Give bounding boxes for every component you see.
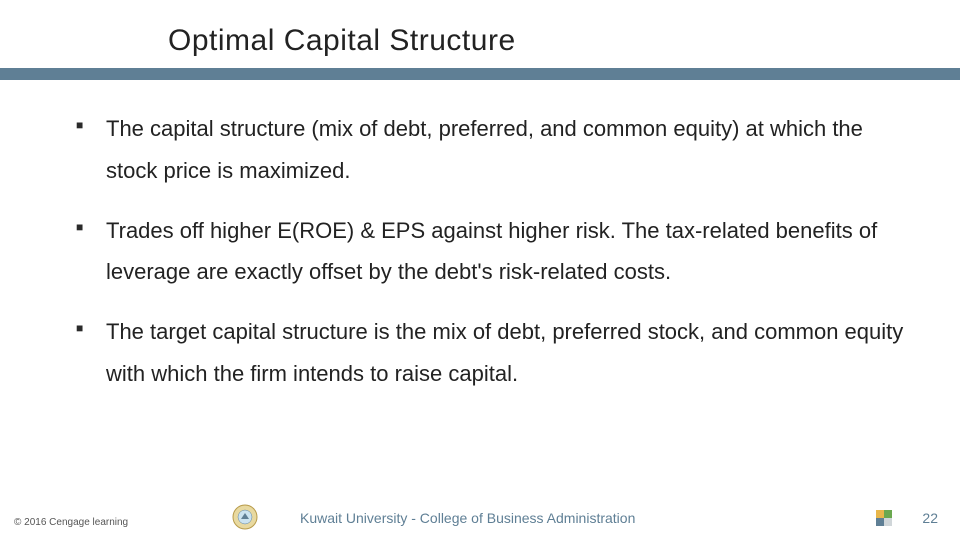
bullet-list: The capital structure (mix of debt, pref…	[70, 108, 916, 395]
slide-title: Optimal Capital Structure	[168, 24, 960, 58]
footer: © 2016 Cengage learning Kuwait Universit…	[0, 502, 960, 528]
page-number: 22	[922, 510, 938, 526]
footer-center-text: Kuwait University - College of Business …	[300, 510, 635, 526]
content-area: The capital structure (mix of debt, pref…	[0, 80, 960, 395]
title-area: Optimal Capital Structure	[0, 0, 960, 58]
university-seal-icon	[232, 504, 258, 530]
slide: Optimal Capital Structure The capital st…	[0, 0, 960, 540]
brand-logo-area	[876, 510, 896, 526]
bullet-item: Trades off higher E(ROE) & EPS against h…	[70, 210, 916, 294]
brand-squares-icon	[876, 510, 892, 526]
bullet-item: The target capital structure is the mix …	[70, 311, 916, 395]
bullet-item: The capital structure (mix of debt, pref…	[70, 108, 916, 192]
copyright-text: © 2016 Cengage learning	[14, 517, 128, 528]
title-divider-bar	[0, 68, 960, 80]
